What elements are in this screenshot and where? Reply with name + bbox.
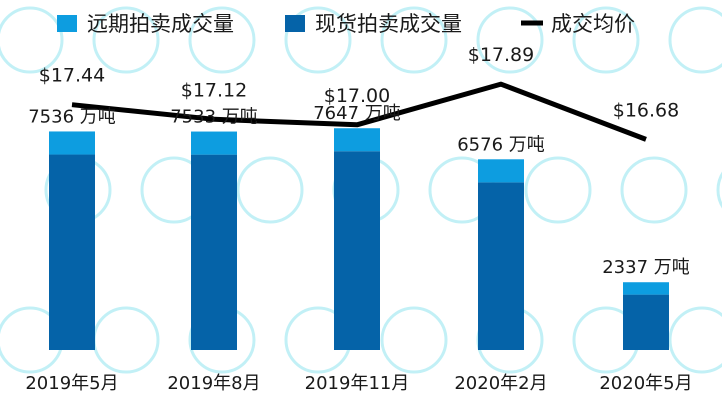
x-tick-label: 2019年11月: [305, 373, 410, 394]
legend: 远期拍卖成交量 现货拍卖成交量 成交均价: [57, 12, 635, 36]
legend-label: 成交均价: [551, 12, 635, 36]
watermark-ring: [188, 6, 256, 74]
bar-spot: [49, 154, 95, 350]
bar-spot: [334, 151, 380, 350]
watermark-ring: [668, 306, 722, 374]
price-label: $17.89: [468, 44, 534, 66]
price-label: $17.12: [181, 79, 247, 101]
watermark-ring: [0, 6, 64, 74]
x-tick-label: 2020年5月: [599, 373, 692, 394]
price-line: [71, 81, 647, 142]
bar-forward: [623, 282, 669, 295]
price-label: $17.44: [39, 65, 105, 87]
bar-total-label: 7647 万吨: [313, 103, 401, 124]
watermark-ring: [92, 306, 160, 374]
x-tick-label: 2019年5月: [25, 373, 118, 394]
watermark-ring: [380, 6, 448, 74]
bar-forward: [334, 128, 380, 152]
x-axis-ticks: 2019年5月 2019年8月 2019年11月 2020年2月 2020年5月: [25, 373, 692, 394]
watermark-ring: [716, 171, 722, 209]
watermark-ring: [476, 6, 544, 74]
x-tick-label: 2019年8月: [167, 373, 260, 394]
bar-total-label: 6576 万吨: [457, 134, 545, 155]
watermark-ring: [572, 6, 640, 74]
legend-swatch: [285, 15, 305, 32]
price-label: $16.68: [613, 99, 679, 121]
watermark-ring: [236, 156, 304, 224]
watermark-ring: [92, 6, 160, 74]
bars: [49, 128, 669, 350]
labels: 7536 万吨 7533 万吨 7647 万吨 6576 万吨 2337 万吨 $17.4…: [28, 44, 690, 278]
legend-label: 远期拍卖成交量: [87, 12, 234, 36]
bar-forward: [478, 159, 524, 183]
bar-spot: [623, 294, 669, 350]
bar-forward: [191, 131, 237, 155]
price-label: $17.00: [324, 85, 390, 107]
bar-total-label: 2337 万吨: [602, 257, 690, 278]
watermark-ring: [524, 156, 592, 224]
watermark-ring: [380, 306, 448, 374]
legend-label: 现货拍卖成交量: [315, 12, 462, 36]
watermark-ring: [620, 156, 688, 224]
bar-total-label: 7536 万吨: [28, 106, 116, 127]
bar-forward: [49, 131, 95, 155]
price-line-layer: [71, 81, 647, 142]
bar-spot: [191, 154, 237, 350]
bar-total-label: 7533 万吨: [170, 107, 258, 128]
watermark-ring: [668, 6, 722, 74]
legend-swatch: [57, 15, 77, 32]
bar-spot: [478, 182, 524, 350]
x-tick-label: 2020年2月: [454, 373, 547, 394]
watermark-ring: [284, 6, 352, 74]
